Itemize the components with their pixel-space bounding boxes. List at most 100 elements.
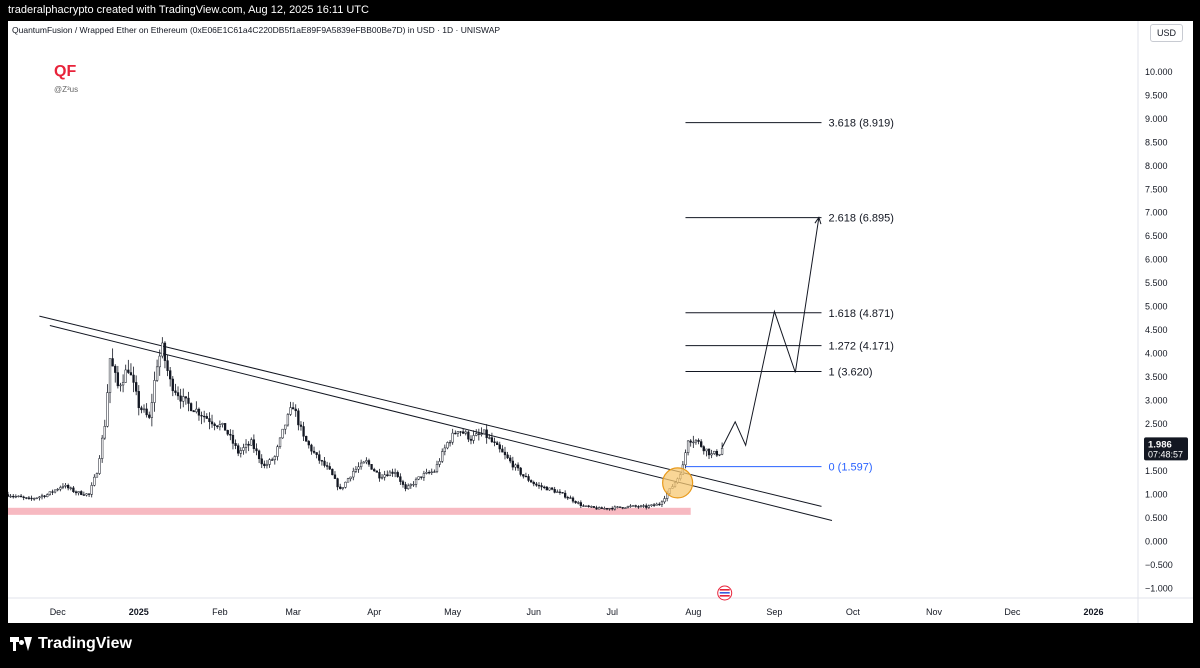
candle-body [114, 365, 117, 373]
caption-text: traderalphacrypto created with TradingVi… [8, 4, 369, 16]
x-tick-label: Dec [1004, 607, 1021, 617]
candle-body [409, 484, 412, 487]
candle-body [116, 372, 120, 387]
candle-body [647, 505, 651, 508]
candle-body [548, 487, 551, 491]
candle-body [613, 506, 617, 510]
candle-body [239, 450, 242, 454]
chart-panel[interactable]: 10.000 9.500 9.000 8.500 8.000 7.500 7.000 6.50… [8, 21, 1193, 623]
candle-body [637, 506, 640, 508]
candle-body [349, 476, 352, 479]
candle-body [427, 471, 431, 474]
candle-body [495, 442, 499, 445]
candle-body [713, 450, 716, 454]
tradingview-icon [10, 637, 32, 651]
candle-body [639, 505, 643, 508]
candle-body [155, 366, 159, 381]
candle-body [257, 450, 261, 460]
candle-body [35, 497, 38, 499]
candle-body [503, 451, 507, 456]
y-tick-label: 5.000 [1145, 302, 1168, 312]
us-flag-stripe [719, 595, 730, 597]
candle-body [323, 460, 326, 466]
candle-body [179, 395, 182, 402]
candle-body [129, 372, 133, 376]
qf-logo: QF [54, 63, 77, 80]
candle-body [540, 485, 543, 488]
candle-body [119, 384, 122, 387]
candle-body [621, 507, 624, 509]
candle-body [127, 369, 130, 373]
candle-body [271, 459, 274, 461]
candle-body [69, 487, 72, 489]
candle-body [383, 474, 386, 478]
candle-body [564, 492, 567, 498]
candle-body [166, 360, 169, 371]
candle-body [579, 502, 582, 506]
candle-body [380, 476, 384, 479]
candle-body [132, 374, 135, 383]
candle-body [422, 473, 426, 478]
candle-body [448, 441, 452, 444]
candle-body [634, 505, 637, 507]
candle-body [64, 485, 67, 487]
candle-body [247, 443, 250, 446]
candle-body [417, 476, 420, 480]
candle-body [153, 380, 156, 403]
y-tick-label: 9.500 [1145, 90, 1168, 100]
candle-body [694, 439, 698, 443]
candle-body [203, 415, 206, 418]
candle-body [82, 494, 86, 496]
candle-body [341, 487, 344, 489]
price-candles [8, 337, 724, 511]
y-tick-label: 0.500 [1145, 513, 1168, 523]
candle-body [469, 438, 473, 441]
candle-body [488, 437, 491, 439]
currency-button[interactable]: USD [1149, 24, 1183, 42]
candle-body [213, 423, 216, 426]
tradingview-brand: TradingView [38, 635, 132, 652]
candle-body [346, 478, 350, 483]
candle-body [498, 444, 501, 450]
candle-body [370, 464, 373, 470]
candle-body [184, 396, 188, 399]
candle-body [399, 476, 402, 482]
candle-body [702, 446, 705, 452]
candle-body [67, 485, 70, 489]
candle-body [200, 415, 203, 417]
candle-body [111, 358, 114, 367]
candle-body [414, 478, 418, 485]
candle-body [514, 464, 517, 468]
y-tick-label: 1.000 [1145, 490, 1168, 500]
candle-body [485, 429, 488, 439]
candle-body [443, 447, 446, 452]
candle-body [386, 474, 389, 477]
candle-body [718, 453, 721, 456]
candle-body [527, 476, 530, 481]
candle-body [305, 436, 308, 442]
candle-body [663, 498, 666, 503]
candle-body [216, 425, 219, 428]
chart-canvas[interactable]: 10.000 9.500 9.000 8.500 8.000 7.500 7.000 6.50… [8, 21, 1193, 623]
candle-body [137, 391, 140, 409]
candle-body [700, 441, 703, 447]
candle-body [373, 469, 376, 472]
footer-bar: TradingView [0, 623, 1200, 668]
x-tick-label: May [444, 607, 462, 617]
candle-body [686, 440, 690, 453]
candle-body [320, 460, 324, 462]
candle-body [9, 495, 12, 498]
candle-body [30, 497, 33, 500]
candle-body [611, 508, 614, 510]
y-tick-label: 7.500 [1145, 184, 1168, 194]
tradingview-logo[interactable]: TradingView [10, 635, 132, 653]
symbol-info: QuantumFusion / Wrapped Ether on Ethereu… [12, 25, 501, 35]
fib-level-label: 2.618 (6.895) [828, 213, 893, 225]
candle-body [587, 505, 590, 507]
candle-body [710, 453, 713, 456]
candle-body [472, 435, 475, 441]
candle-body [407, 485, 410, 490]
candle-body [344, 481, 347, 488]
candle-body [95, 473, 99, 478]
candle-body [561, 492, 564, 494]
